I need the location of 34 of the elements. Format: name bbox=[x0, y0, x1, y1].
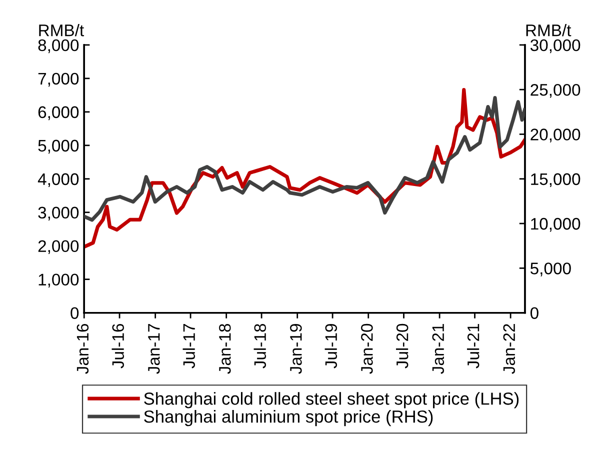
y-tick-label: 6,000 bbox=[38, 106, 79, 120]
x-tick-label: Jan-19 bbox=[290, 324, 302, 374]
y-axis-title: RMB/t bbox=[39, 24, 84, 36]
y-tick-label: 3,000 bbox=[38, 206, 79, 221]
y2-tick-label: 20,000 bbox=[530, 128, 580, 142]
x-tick-label: Jul-16 bbox=[112, 324, 124, 368]
legend-label: Shanghai aluminium spot price (RHS) bbox=[144, 410, 433, 426]
y-tick-label: 1,000 bbox=[38, 274, 79, 288]
x-tick-label: Jul-20 bbox=[396, 324, 408, 368]
x-tick-label: Jul-19 bbox=[324, 324, 338, 368]
line-series bbox=[84, 96, 525, 222]
x-tick-label: Jul-17 bbox=[182, 324, 196, 368]
y-tick-label: 8,000 bbox=[38, 39, 79, 54]
x-tick-label: Jan-22 bbox=[503, 324, 516, 374]
y2-tick-label: 0 bbox=[530, 307, 538, 320]
x-tick-label: Jan-18 bbox=[219, 324, 231, 374]
x-tick-label: Jan-17 bbox=[148, 324, 160, 374]
legend-label: Shanghai cold rolled steel sheet spot price (LHS) bbox=[144, 392, 519, 408]
x-tick-label: Jan-20 bbox=[361, 324, 373, 374]
y2-tick-label: 15,000 bbox=[531, 173, 580, 188]
y2-axis-title: RMB/t bbox=[526, 24, 572, 36]
y2-tick-label: 10,000 bbox=[531, 218, 580, 232]
x-tick-label: Jan-16 bbox=[76, 324, 89, 374]
y-tick-label: 4,000 bbox=[38, 173, 79, 188]
x-tick-label: Jul-21 bbox=[467, 324, 480, 368]
x-tick-label: Jan-21 bbox=[432, 324, 444, 374]
y2-tick-label: 25,000 bbox=[530, 84, 580, 98]
y-tick-label: 2,000 bbox=[38, 240, 79, 254]
y-tick-label: 0 bbox=[70, 307, 79, 320]
y2-tick-label: 5,000 bbox=[530, 262, 571, 276]
x-tick-label: Jul-18 bbox=[254, 324, 266, 368]
y2-tick-label: 30,000 bbox=[530, 39, 580, 54]
y-tick-label: 5,000 bbox=[38, 140, 79, 154]
y-tick-label: 7,000 bbox=[38, 72, 79, 87]
